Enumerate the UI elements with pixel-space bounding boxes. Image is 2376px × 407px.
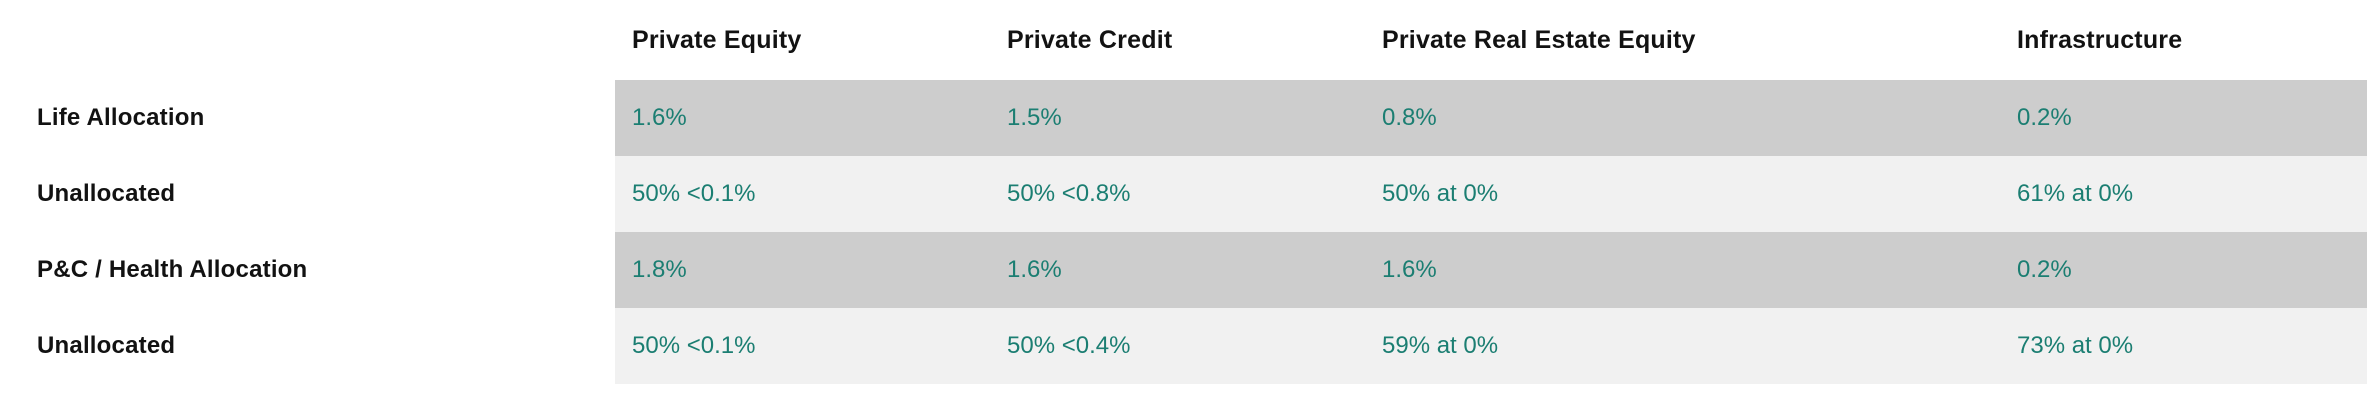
cell-unallocated-pc-private-credit: 50% <0.4% xyxy=(990,308,1365,384)
cell-unallocated-life-private-credit: 50% <0.8% xyxy=(990,156,1365,232)
cell-pc-health-private-credit: 1.6% xyxy=(990,232,1365,308)
row-label-life-allocation: Life Allocation xyxy=(0,80,615,156)
column-header-private-real-estate-equity: Private Real Estate Equity xyxy=(1365,0,2000,80)
cell-unallocated-pc-infrastructure: 73% at 0% xyxy=(2000,308,2367,384)
column-header-infrastructure: Infrastructure xyxy=(2000,0,2367,80)
cell-unallocated-life-infrastructure: 61% at 0% xyxy=(2000,156,2367,232)
row-label-unallocated-life: Unallocated xyxy=(0,156,615,232)
table-row-life-allocation: Life Allocation 1.6% 1.5% 0.8% 0.2% xyxy=(0,80,2376,156)
column-header-private-equity: Private Equity xyxy=(615,0,990,80)
table-row-unallocated-life: Unallocated 50% <0.1% 50% <0.8% 50% at 0… xyxy=(0,156,2376,232)
column-header-private-credit: Private Credit xyxy=(990,0,1365,80)
table-header-row: Private Equity Private Credit Private Re… xyxy=(0,0,2376,80)
cell-life-allocation-private-real-estate-equity: 0.8% xyxy=(1365,80,2000,156)
cell-life-allocation-private-credit: 1.5% xyxy=(990,80,1365,156)
cell-pc-health-infrastructure: 0.2% xyxy=(2000,232,2367,308)
cell-life-allocation-infrastructure: 0.2% xyxy=(2000,80,2367,156)
cell-pc-health-private-equity: 1.8% xyxy=(615,232,990,308)
row-label-unallocated-pc: Unallocated xyxy=(0,308,615,384)
header-corner-cell xyxy=(0,0,615,80)
cell-pc-health-private-real-estate-equity: 1.6% xyxy=(1365,232,2000,308)
table-row-unallocated-pc: Unallocated 50% <0.1% 50% <0.4% 59% at 0… xyxy=(0,308,2376,384)
cell-unallocated-life-private-real-estate-equity: 50% at 0% xyxy=(1365,156,2000,232)
cell-life-allocation-private-equity: 1.6% xyxy=(615,80,990,156)
cell-unallocated-pc-private-real-estate-equity: 59% at 0% xyxy=(1365,308,2000,384)
table-row-pc-health-allocation: P&C / Health Allocation 1.8% 1.6% 1.6% 0… xyxy=(0,232,2376,308)
cell-unallocated-life-private-equity: 50% <0.1% xyxy=(615,156,990,232)
cell-unallocated-pc-private-equity: 50% <0.1% xyxy=(615,308,990,384)
row-label-pc-health-allocation: P&C / Health Allocation xyxy=(0,232,615,308)
